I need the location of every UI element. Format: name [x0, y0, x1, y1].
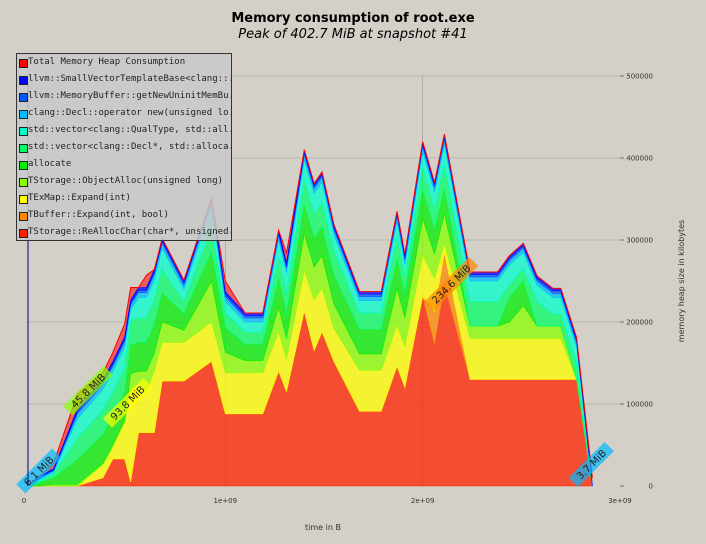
legend-item: allocate	[17, 156, 231, 173]
x-tick-label: 0	[22, 497, 26, 505]
legend-label: llvm::SmallVectorTemplateBase<clang::...	[28, 74, 231, 84]
total-outline-line	[27, 134, 593, 487]
legend-label: clang::Decl::operator new(unsigned lo...	[28, 108, 231, 118]
legend-swatch	[19, 59, 28, 68]
legend-item: TStorage::ReAllocChar(char*, unsigned...	[17, 224, 231, 240]
legend-item: TStorage::ObjectAlloc(unsigned long)	[17, 173, 231, 190]
y-tick-label: 400000	[626, 155, 653, 163]
legend-item: std::vector<clang::Decl*, std::alloca...	[17, 139, 231, 156]
legend-swatch	[19, 76, 28, 85]
y-axis-label: memory heap size in kilobytes	[677, 220, 686, 342]
legend-label: TStorage::ReAllocChar(char*, unsigned...	[28, 227, 231, 237]
legend-label: Total Memory Heap Consumption	[28, 57, 186, 67]
legend-item: llvm::MemoryBuffer::getNewUninitMemBu...	[17, 88, 231, 105]
y-tick-label: 500000	[626, 73, 653, 81]
legend-label: std::vector<clang::Decl*, std::alloca...	[28, 142, 231, 152]
x-ticks: 0 1e+09 2e+09 3e+09	[22, 497, 632, 505]
legend-item: Total Memory Heap Consumption	[17, 54, 231, 71]
annotation-box	[102, 378, 153, 428]
annotation-box	[63, 365, 113, 416]
y-tick-label: 200000	[626, 319, 653, 327]
y-ticks: 0 100000 200000 300000 400000 500000	[620, 73, 653, 491]
x-tick-label: 1e+09	[214, 497, 238, 505]
x-tick-label: 3e+09	[608, 497, 632, 505]
legend-label: allocate	[28, 159, 72, 169]
legend-swatch	[19, 127, 28, 136]
legend-swatch	[19, 178, 28, 187]
legend-label: TStorage::ObjectAlloc(unsigned long)	[28, 176, 224, 186]
legend-item: TBuffer::Expand(int, bool)	[17, 207, 231, 224]
legend-swatch	[19, 229, 28, 238]
y-tick-label: 0	[649, 483, 653, 491]
legend-label: std::vector<clang::QualType, std::all...	[28, 125, 231, 135]
legend-swatch	[19, 212, 28, 221]
x-tick-label: 2e+09	[411, 497, 435, 505]
chart-subtitle: Peak of 402.7 MiB at snapshot #41	[238, 27, 468, 42]
x-axis-label: time in B	[305, 523, 341, 532]
y-tick-label: 100000	[626, 401, 653, 409]
y-tick-label: 300000	[626, 237, 653, 245]
legend-item: std::vector<clang::QualType, std::all...	[17, 122, 231, 139]
legend-item: TExMap::Expand(int)	[17, 190, 231, 207]
legend-swatch	[19, 93, 28, 102]
legend-label: TExMap::Expand(int)	[28, 193, 131, 203]
legend-label: TBuffer::Expand(int, bool)	[28, 210, 169, 220]
legend-label: llvm::MemoryBuffer::getNewUninitMemBu...	[28, 91, 231, 101]
legend-swatch	[19, 144, 28, 153]
legend-swatch	[19, 195, 28, 204]
annotation-box	[424, 256, 479, 312]
legend-item: clang::Decl::operator new(unsigned lo...	[17, 105, 231, 122]
series-areas	[27, 134, 593, 487]
chart-title: Memory consumption of root.exe	[231, 11, 475, 26]
legend-swatch	[19, 110, 28, 119]
legend-swatch	[19, 161, 28, 170]
annotation-box	[568, 441, 614, 487]
legend-item: llvm::SmallVectorTemplateBase<clang::...	[17, 71, 231, 88]
